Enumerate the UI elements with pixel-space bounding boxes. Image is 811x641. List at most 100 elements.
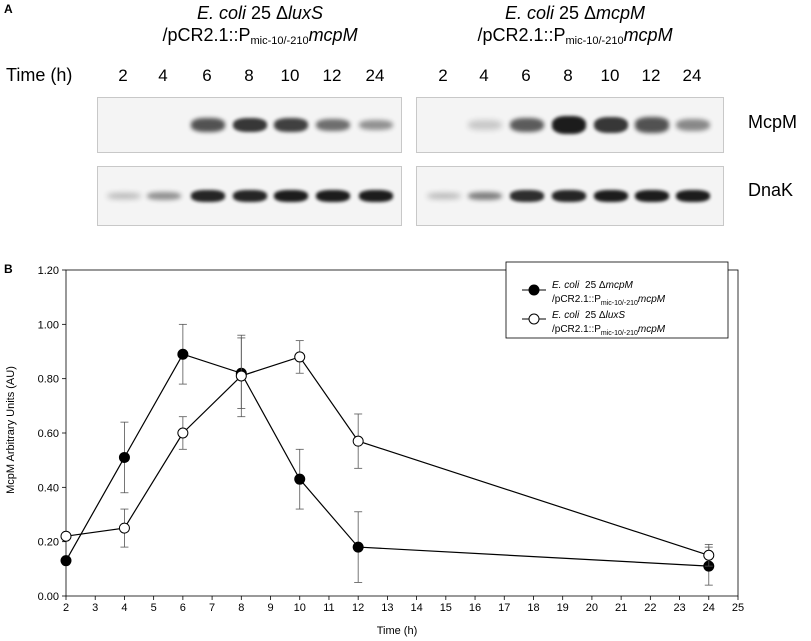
x-tick-label: 25 — [732, 602, 744, 614]
protein-label-mcpm: McpM — [748, 112, 797, 132]
x-tick-label: 19 — [557, 602, 569, 614]
blot-dnak-right — [416, 166, 724, 226]
x-tick-label: 4 — [121, 602, 127, 614]
strain-title-right: E. coli 25 ΔmcpM /pCR2.1::Pmic-10/-210mc… — [477, 3, 673, 47]
lane-label-left-4h: 4 — [158, 66, 168, 85]
legend-entry-luxs: E. coli 25 ΔluxS /pCR2.1::Pmic-10/-210mc… — [522, 310, 666, 337]
x-tick-label: 5 — [151, 602, 157, 614]
x-tick-label: 8 — [238, 602, 244, 614]
y-tick-label: 0.20 — [38, 537, 59, 549]
y-axis-label: McpM Arbitrary Units (AU) — [5, 366, 17, 494]
lane-label-left-12h: 12 — [322, 66, 342, 85]
legend-entry-mcpm: E. coli 25 ΔmcpM /pCR2.1::Pmic-10/-210mc… — [522, 280, 666, 307]
x-tick-label: 21 — [615, 602, 627, 614]
x-tick-label: 16 — [469, 602, 481, 614]
y-tick-label: 1.00 — [38, 319, 59, 331]
x-tick-label: 17 — [498, 602, 510, 614]
mcpm-band-left-lane-6 — [316, 118, 350, 132]
lane-label-right-8h: 8 — [563, 66, 573, 85]
svg-text:E. coli 25 ΔluxS: E. coli 25 ΔluxS — [552, 310, 625, 321]
mcpm-band-right-lane-6 — [635, 117, 669, 133]
data-point-luxs — [118, 522, 130, 534]
legend-marker-open — [528, 313, 540, 325]
panel-b-label: B — [4, 262, 13, 276]
strain-title-left: E. coli 25 ΔluxS /pCR2.1::Pmic-10/-210mc… — [162, 3, 358, 47]
lane-label-right-4h: 4 — [479, 66, 489, 85]
y-tick-label: 0.80 — [38, 374, 59, 386]
data-point-luxs — [235, 370, 247, 382]
dnak-band-left-lane-7 — [359, 190, 393, 202]
x-tick-label: 11 — [323, 602, 334, 614]
x-tick-label: 18 — [527, 602, 539, 614]
x-tick-label: 13 — [381, 602, 393, 614]
y-tick-label: 0.40 — [38, 482, 59, 494]
time-label: Time (h) — [6, 65, 73, 85]
data-point-mcpm — [352, 541, 364, 553]
lane-label-right-24h: 24 — [682, 66, 702, 85]
blot-mcpm-right — [416, 97, 724, 153]
protein-label-dnak: DnaK — [748, 180, 794, 200]
x-tick-label: 23 — [673, 602, 685, 614]
blot-dnak-left — [97, 166, 402, 226]
series-mcpm — [60, 323, 715, 586]
lane-label-right-6h: 6 — [521, 66, 531, 85]
svg-text:/pCR2.1::Pmic-10/-210mcpM: /pCR2.1::Pmic-10/-210mcpM — [552, 294, 666, 307]
lane-label-left-10h: 10 — [280, 66, 300, 85]
x-tick-label: 12 — [352, 602, 364, 614]
x-axis-label: Time (h) — [377, 625, 418, 637]
lane-label-left-6h: 6 — [202, 66, 212, 85]
lane-label-right-2h: 2 — [438, 66, 448, 85]
dnak-band-left-lane-2 — [147, 191, 181, 201]
data-point-mcpm — [60, 555, 72, 567]
series-line-luxs — [65, 356, 709, 556]
data-point-luxs — [703, 549, 715, 561]
data-point-luxs — [294, 351, 306, 363]
dnak-band-right-lane-7 — [676, 190, 710, 202]
panel-a-label: A — [4, 2, 13, 16]
dnak-band-left-lane-1 — [107, 192, 141, 200]
legend: E. coli 25 ΔmcpM /pCR2.1::Pmic-10/-210mc… — [505, 261, 729, 339]
svg-text:/pCR2.1::Pmic-10/-210mcpM: /pCR2.1::Pmic-10/-210mcpM — [552, 324, 666, 337]
data-point-mcpm — [294, 473, 306, 485]
x-tick-label: 10 — [294, 602, 306, 614]
svg-text:E. coli 25 ΔmcpM: E. coli 25 ΔmcpM — [552, 280, 634, 291]
dnak-band-right-lane-5 — [594, 190, 628, 202]
x-tick-label: 9 — [267, 602, 273, 614]
data-point-mcpm — [177, 348, 189, 360]
dnak-band-left-lane-6 — [316, 190, 350, 202]
mcpm-band-right-lane-2 — [468, 120, 502, 130]
y-tick-label: 0.60 — [38, 428, 59, 440]
x-tick-label: 14 — [410, 602, 422, 614]
mcpm-band-right-lane-5 — [594, 116, 628, 134]
x-tick-label: 6 — [180, 602, 186, 614]
series-luxs — [60, 334, 715, 567]
blot-mcpm-left — [97, 97, 402, 153]
data-point-mcpm — [118, 451, 130, 463]
lane-label-right-12h: 12 — [641, 66, 661, 85]
dnak-band-left-lane-5 — [274, 190, 308, 202]
lane-label-left-2h: 2 — [118, 66, 128, 85]
x-tick-label: 22 — [644, 602, 656, 614]
x-tick-label: 2 — [63, 602, 69, 614]
lane-label-left-8h: 8 — [244, 66, 254, 85]
dnak-band-right-lane-3 — [510, 190, 544, 202]
mcpm-band-right-lane-3 — [510, 117, 544, 133]
mcpm-band-left-lane-5 — [274, 117, 308, 133]
dnak-band-left-lane-3 — [191, 190, 225, 202]
y-tick-label: 1.20 — [38, 265, 59, 277]
lane-label-left-24h: 24 — [365, 66, 385, 85]
dnak-band-right-lane-4 — [552, 190, 586, 202]
x-tick-label: 20 — [586, 602, 598, 614]
legend-marker-filled — [528, 284, 540, 296]
dnak-band-right-lane-1 — [427, 192, 461, 200]
dnak-band-right-lane-2 — [468, 191, 502, 201]
mcpm-band-left-lane-3 — [191, 118, 225, 132]
series-line-mcpm — [65, 353, 709, 567]
dnak-band-right-lane-6 — [635, 190, 669, 202]
x-tick-label: 7 — [209, 602, 215, 614]
x-tick-label: 15 — [440, 602, 452, 614]
data-point-luxs — [352, 435, 364, 447]
mcpm-band-left-lane-4 — [233, 117, 267, 133]
data-point-luxs — [60, 530, 72, 542]
